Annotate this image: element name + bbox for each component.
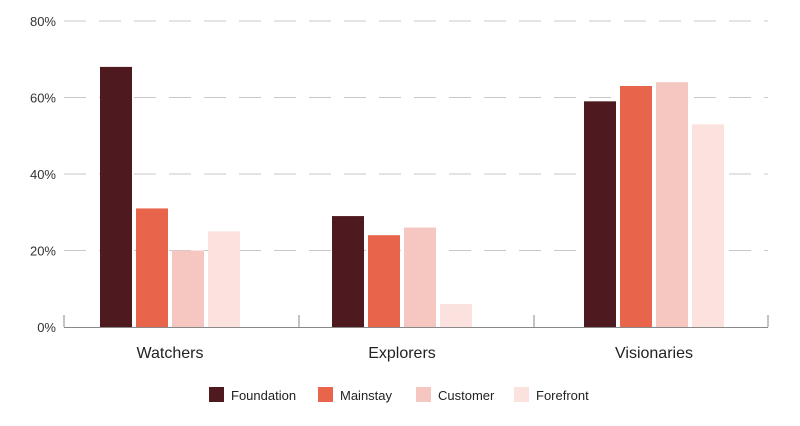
legend: Foundation Mainstay Customer Forefront [209, 387, 589, 403]
legend-swatch [209, 387, 224, 402]
bar-watchers-foundation [100, 66, 132, 328]
bar-watchers-customer [172, 250, 204, 327]
legend-label: Customer [438, 388, 495, 403]
y-tick-label: 40% [30, 167, 56, 182]
bar-visionaries-mainstay [620, 86, 652, 328]
bar-visionaries-foundation [584, 101, 616, 327]
legend-swatch [416, 387, 431, 402]
legend-item-foundation: Foundation [209, 387, 296, 403]
legend-item-mainstay: Mainstay [318, 387, 393, 403]
legend-item-customer: Customer [416, 387, 495, 403]
bars [100, 66, 724, 328]
bar-watchers-mainstay [136, 208, 168, 327]
category-label: Watchers [137, 345, 204, 362]
legend-label: Mainstay [340, 388, 393, 403]
y-axis-ticks: 0% 20% 40% 60% 80% [30, 14, 56, 335]
bar-explorers-mainstay [368, 235, 400, 327]
legend-label: Foundation [231, 388, 296, 403]
y-tick-label: 60% [30, 91, 56, 106]
x-axis [63, 315, 769, 328]
bar-explorers-foundation [332, 216, 364, 327]
category-labels: Watchers Explorers Visionaries [137, 345, 693, 362]
bar-explorers-customer [404, 227, 436, 327]
legend-label: Forefront [536, 388, 589, 403]
category-label: Visionaries [615, 345, 693, 362]
legend-item-forefront: Forefront [514, 387, 589, 403]
legend-swatch [318, 387, 333, 402]
bar-visionaries-customer [656, 82, 688, 327]
bar-watchers-forefront [208, 231, 240, 327]
category-label: Explorers [368, 345, 436, 362]
bar-visionaries-forefront [692, 124, 724, 328]
bar-explorers-forefront [440, 304, 472, 327]
legend-swatch [514, 387, 529, 402]
y-tick-label: 0% [37, 320, 56, 335]
y-tick-label: 20% [30, 244, 56, 259]
y-tick-label: 80% [30, 14, 56, 29]
